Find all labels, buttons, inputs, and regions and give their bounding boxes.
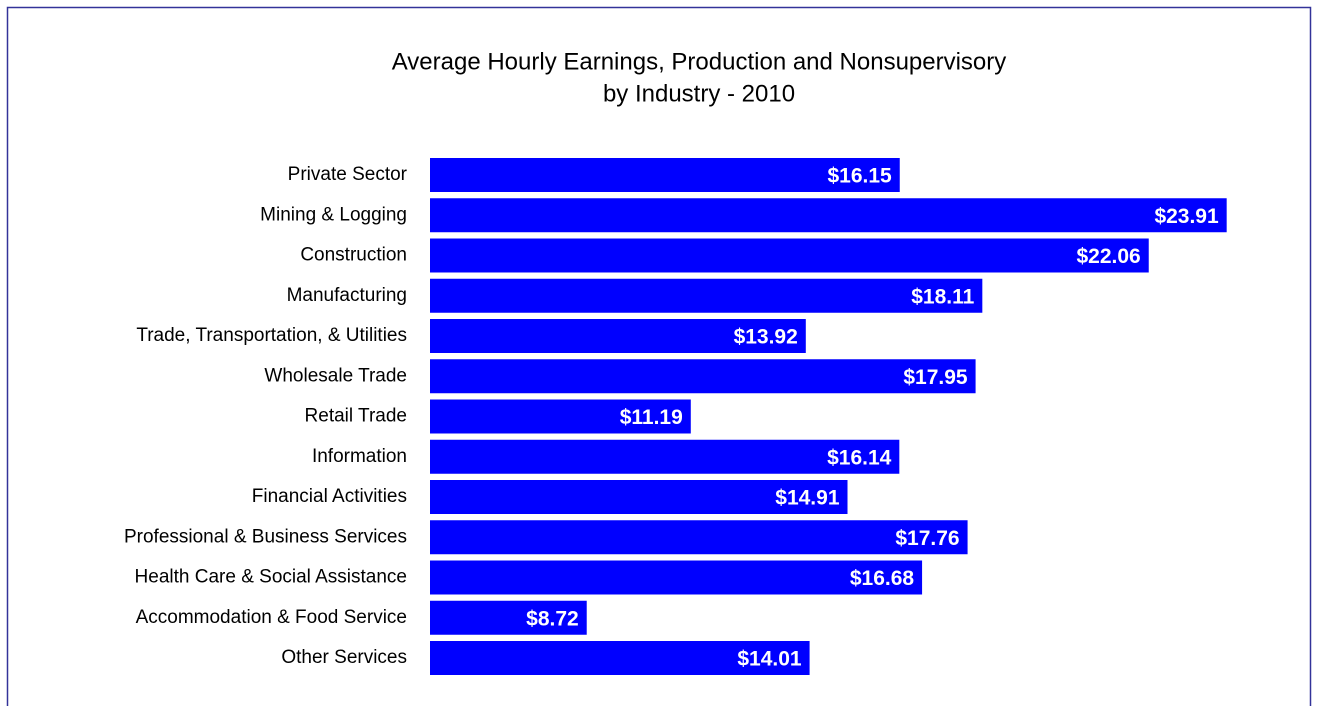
bar	[430, 439, 900, 474]
data-label: $16.14	[827, 446, 892, 469]
data-label: $11.19	[620, 406, 683, 429]
y-tick-label: Wholesale Trade	[264, 365, 407, 386]
data-label: $17.95	[903, 366, 968, 389]
bar	[430, 600, 587, 635]
y-tick-label: Professional & Business Services	[124, 526, 407, 547]
bar	[430, 238, 1149, 273]
data-label: $18.11	[911, 285, 974, 308]
y-tick-label: Health Care & Social Assistance	[135, 567, 407, 588]
chart-title: by Industry - 2010	[603, 80, 795, 107]
y-tick-label: Retail Trade	[305, 406, 407, 427]
data-label: $14.01	[737, 648, 802, 671]
y-tick-label: Construction	[300, 245, 407, 266]
bar	[430, 198, 1227, 233]
data-label: $16.15	[828, 165, 893, 188]
data-label: $8.72	[526, 607, 579, 630]
data-label: $22.06	[1077, 245, 1141, 268]
y-tick-label: Manufacturing	[287, 285, 407, 306]
chart-title: Average Hourly Earnings, Production and …	[392, 48, 1007, 75]
bar	[430, 480, 848, 514]
data-label: $17.76	[895, 527, 959, 550]
y-tick-label: Information	[312, 446, 407, 467]
data-label: $16.68	[850, 567, 915, 590]
data-label: $23.91	[1154, 205, 1219, 228]
y-tick-label: Private Sector	[288, 164, 408, 185]
bar	[430, 359, 976, 394]
y-tick-label: Trade, Transportation, & Utilities	[136, 325, 407, 346]
chart-frame	[6, 6, 1312, 706]
data-label: $14.91	[775, 487, 840, 510]
bar	[430, 520, 968, 555]
y-tick-label: Mining & Logging	[260, 204, 407, 225]
bar	[430, 399, 691, 434]
y-tick-label: Financial Activities	[252, 486, 407, 507]
y-tick-label: Other Services	[281, 647, 407, 668]
bar	[430, 641, 810, 675]
bar	[430, 319, 806, 353]
bar	[430, 560, 923, 595]
y-tick-label: Accommodation & Food Service	[136, 607, 407, 628]
bar	[430, 278, 983, 313]
bar	[430, 158, 900, 192]
data-label: $13.92	[734, 326, 798, 349]
